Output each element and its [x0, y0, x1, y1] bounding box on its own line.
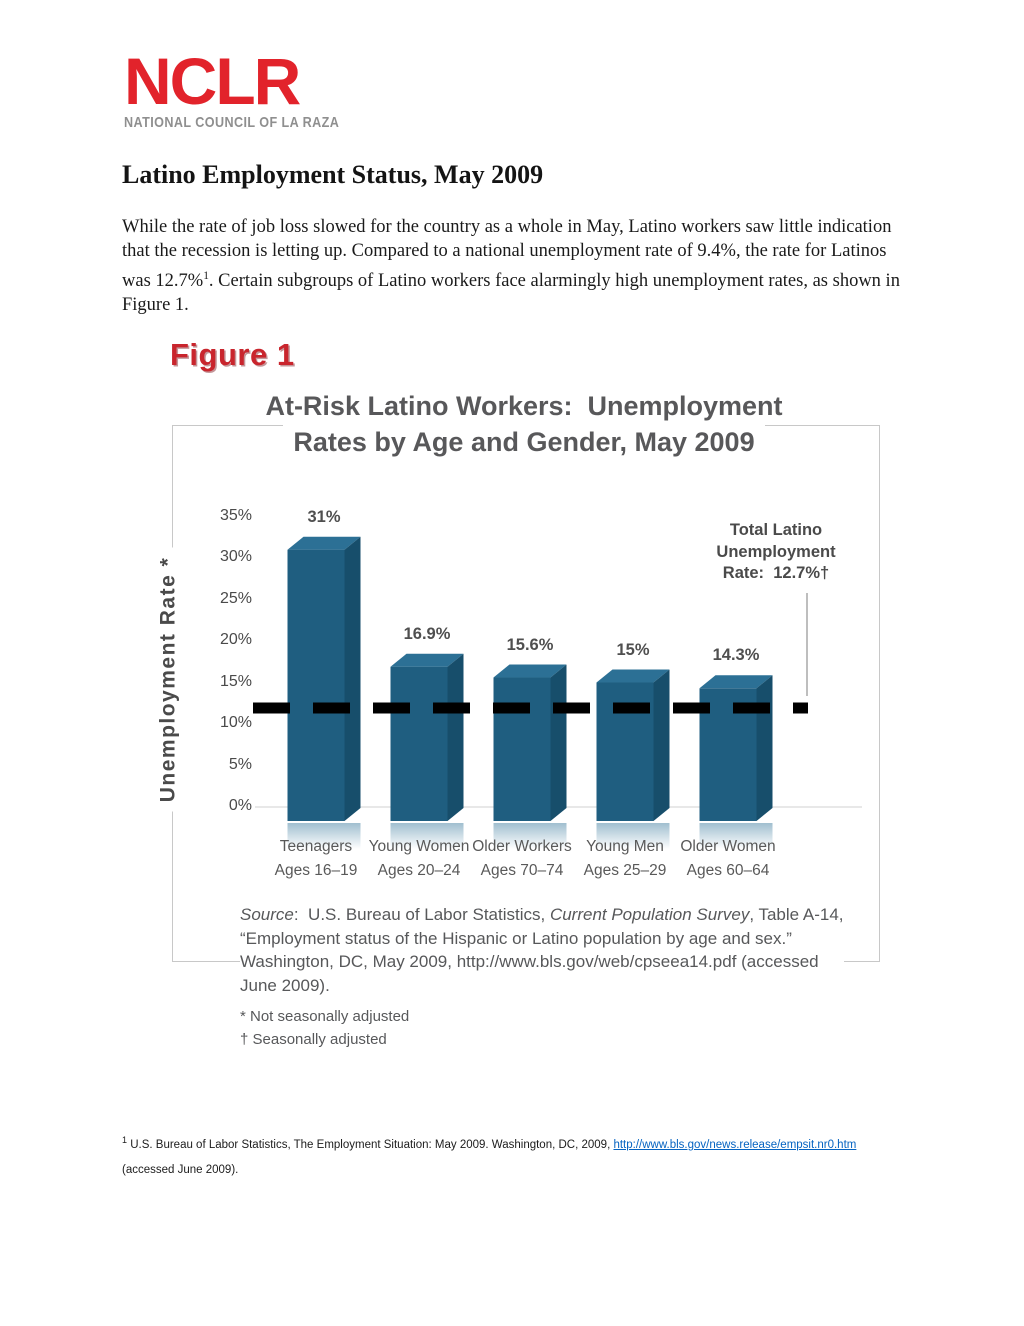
page-footnote-line-1: 1 U.S. Bureau of Labor Statistics, The E… — [122, 1128, 922, 1158]
category-label: Older Workers Ages 70–74 — [472, 838, 572, 879]
chart-plot-area: 35% 30% 25% 20% 15% 10% 5% 0% 31% 16.9% 15.6% 15% 14… — [170, 425, 878, 960]
chart-title-line-2: Rates by Age and Gender, May 2009 — [283, 424, 765, 460]
text-segment: U.S. Bureau of Labor Statistics, The Emp… — [127, 1138, 614, 1151]
category-label: Young Women Ages 20–24 — [368, 838, 470, 879]
y-tick-label: 5% — [228, 755, 252, 773]
text-segment: . Certain subgroups of Latino workers fa… — [122, 270, 905, 316]
text-segment: , Table A-14, “Employment status of the … — [240, 905, 849, 995]
footnote-url-link[interactable]: http://www.bls.gov/news.release/empsit.n… — [613, 1138, 857, 1151]
refline-annotation-line-1: Total Latino — [729, 521, 823, 539]
page-footnote: 1 U.S. Bureau of Labor Statistics, The E… — [122, 1128, 922, 1183]
figure-label: Figure 1 — [170, 337, 295, 372]
bar-value-label: 15.6% — [506, 635, 554, 654]
nclr-logo: NCLR NATIONAL COUNCIL OF LA RAZA — [124, 44, 380, 131]
bar-top-face — [596, 669, 670, 683]
bar-reflection — [390, 823, 464, 849]
y-tick-label: 25% — [219, 589, 252, 607]
bar-value-label: 16.9% — [403, 624, 451, 643]
bar-reflection — [699, 823, 773, 849]
bar-value-label: 14.3% — [712, 646, 760, 665]
text-segment: Source — [240, 905, 294, 924]
y-tick-label: 30% — [219, 548, 252, 565]
page-title: Latino Employment Status, May 2009 — [122, 160, 544, 189]
y-tick-label: 10% — [219, 714, 252, 731]
bar-top-face — [390, 653, 464, 667]
bar — [390, 666, 448, 821]
bar-side-face — [653, 669, 670, 821]
category-label: Older Women Ages 60–64 — [680, 838, 776, 879]
page-footnote-line-2: (accessed June 2009). — [122, 1163, 239, 1176]
nclr-logo-text: NCLR — [124, 44, 301, 118]
text-segment: Current Population Survey — [549, 905, 750, 924]
text-segment: 1 — [122, 1135, 128, 1145]
bar-side-face — [550, 664, 567, 821]
bar-side-face — [756, 675, 773, 821]
chart-source-citation: Source: U.S. Bureau of Labor Statistics,… — [240, 903, 844, 998]
bar-top-face — [493, 664, 567, 678]
bar-reflection — [287, 823, 361, 849]
y-tick-label: 15% — [219, 672, 252, 690]
bar — [493, 677, 551, 821]
refline-annotation-line-2: Unemployment — [716, 542, 836, 561]
nclr-logo-tagline: NATIONAL COUNCIL OF LA RAZA — [124, 114, 340, 131]
chart-title-line-1: At-Risk Latino Workers: Unemployment — [255, 388, 793, 424]
bar-reflection — [493, 823, 567, 849]
category-label: Teenagers Ages 16–19 — [274, 838, 358, 879]
bar-value-label: 31% — [307, 507, 341, 526]
y-tick-label: 35% — [219, 506, 252, 524]
chart-title: At-Risk Latino Workers: Unemployment Rat… — [164, 388, 884, 460]
bar-side-face — [447, 653, 464, 821]
y-tick-label: 0% — [228, 797, 252, 814]
text-segment: : U.S. Bureau of Labor Statistics, — [293, 905, 550, 924]
chart-note-seasonally-adjusted: † Seasonally adjusted — [240, 1031, 387, 1048]
chart-canvas — [253, 536, 862, 849]
bar-reflection — [596, 823, 670, 849]
bar-side-face — [344, 536, 361, 821]
bar-value-label: 15% — [616, 640, 650, 659]
refline-annotation: Total Latino Unemployment Rate: 12.7%† — [690, 520, 862, 585]
chart-note-not-seasonally-adjusted: * Not seasonally adjusted — [240, 1008, 410, 1025]
intro-paragraph: While the rate of job loss slowed for th… — [122, 215, 904, 318]
refline-annotation-line-3: Rate: 12.7%† — [722, 564, 830, 582]
y-tick-label: 20% — [219, 631, 252, 648]
bar-top-face — [287, 536, 361, 550]
text-segment: 1 — [203, 269, 209, 282]
bar — [287, 549, 345, 821]
bar-top-face — [699, 675, 773, 689]
category-label: Young Men Ages 25–29 — [583, 838, 667, 879]
text-segment: While the rate of job loss slowed for th… — [122, 217, 897, 291]
